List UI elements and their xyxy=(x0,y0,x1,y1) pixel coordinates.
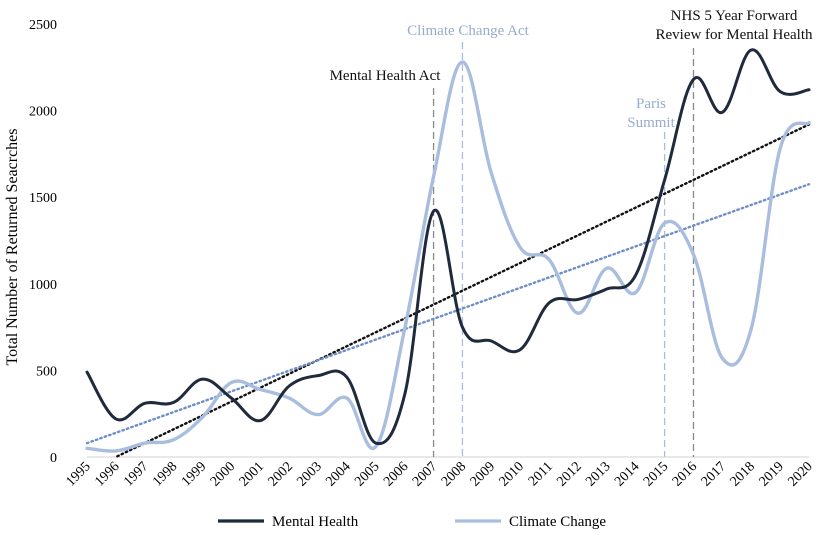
x-tick-label: 2007 xyxy=(410,459,440,489)
x-tick-label: 2012 xyxy=(554,459,584,489)
x-tick-label: 2015 xyxy=(641,459,671,489)
x-tick-label: 2020 xyxy=(785,459,815,489)
series-line-mental-health xyxy=(85,48,811,446)
x-tick-label: 2016 xyxy=(670,459,700,489)
series-lines xyxy=(85,48,811,453)
x-tick-label: 2001 xyxy=(237,459,267,489)
x-tick-label: 2011 xyxy=(526,459,556,489)
y-tick-label: 500 xyxy=(36,364,57,379)
legend-label: Mental Health xyxy=(272,514,359,530)
x-tick-label: 2006 xyxy=(381,459,411,489)
x-tick-label: 2009 xyxy=(468,459,498,489)
legend-label: Climate Change xyxy=(509,514,606,530)
y-tick-label: 1500 xyxy=(29,191,57,206)
x-tick-label: 2002 xyxy=(266,459,296,489)
x-tick-label: 2018 xyxy=(728,459,758,489)
annotation-label: NHS 5 Year Forward xyxy=(671,8,798,24)
y-tick-label: 0 xyxy=(50,451,57,466)
y-axis-title: Total Number of Returned Seacrches xyxy=(4,128,21,365)
x-tick-label: 1998 xyxy=(150,459,180,489)
x-tick-label: 1995 xyxy=(63,459,93,489)
trendlines xyxy=(85,123,811,458)
x-tick-label: 1997 xyxy=(121,459,151,489)
trendline-climate-change xyxy=(85,183,811,445)
y-axis-ticks: 0 500 1000 1500 2000 2500 xyxy=(29,18,57,466)
annotation-label: Climate Change Act xyxy=(407,23,529,39)
x-tick-label: 1999 xyxy=(179,459,209,489)
legend: Mental Health Climate Change xyxy=(218,514,606,530)
x-tick-label: 1996 xyxy=(92,459,122,489)
y-tick-label: 1000 xyxy=(29,278,57,293)
y-tick-label: 2000 xyxy=(29,105,57,120)
x-tick-label: 2013 xyxy=(583,459,613,489)
annotation-label: Mental Health Act xyxy=(330,68,442,84)
annotation-label: Summit xyxy=(627,115,675,131)
annotation-label: Review for Mental Health xyxy=(655,27,813,43)
annotation-label: Paris xyxy=(636,96,666,112)
x-tick-label: 2000 xyxy=(208,459,238,489)
x-tick-label: 2017 xyxy=(699,459,729,489)
x-tick-label: 2003 xyxy=(294,459,324,489)
x-tick-label: 2010 xyxy=(497,459,527,489)
series-line-climate-change xyxy=(85,60,811,453)
x-tick-label: 2008 xyxy=(439,459,469,489)
y-tick-label: 2500 xyxy=(29,18,57,33)
x-tick-label: 2005 xyxy=(352,459,382,489)
x-axis-ticks: 1995199619971998199920002001200220032004… xyxy=(63,459,815,489)
x-tick-label: 2014 xyxy=(612,459,642,489)
x-tick-label: 2019 xyxy=(757,459,787,489)
x-tick-label: 2004 xyxy=(323,459,353,489)
chart-annotations: Mental Health Act Climate Change Act Paris… xyxy=(330,8,813,457)
